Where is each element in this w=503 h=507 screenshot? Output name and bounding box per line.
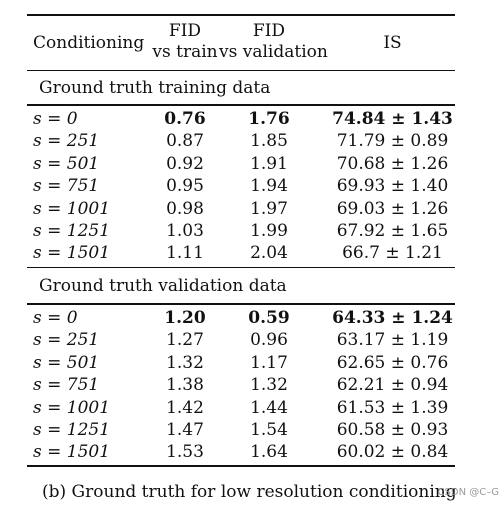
cell-is: 63.17 ± 1.19 — [336, 330, 449, 351]
cell-is: 70.68 ± 1.26 — [336, 153, 449, 174]
section-title-training: Ground truth training data — [39, 78, 271, 98]
section-divider-rule — [27, 267, 455, 268]
cell-is: 64.33 ± 1.24 — [332, 308, 453, 328]
bottom-rule — [27, 465, 455, 467]
cell-conditioning: s = 0 — [33, 308, 78, 328]
cell-fid-train: 0.98 — [166, 198, 204, 219]
cell-fid-train: 0.95 — [166, 176, 204, 197]
cell-fid-val: 0.96 — [250, 330, 288, 351]
cell-fid-val: 1.54 — [250, 420, 288, 440]
cell-fid-val: 1.64 — [250, 442, 288, 463]
cell-conditioning: s = 1251 — [33, 420, 111, 440]
cell-is: 60.58 ± 0.93 — [336, 420, 449, 440]
cell-fid-train: 1.11 — [166, 243, 204, 264]
cell-is: 71.79 ± 0.89 — [336, 131, 449, 152]
cell-fid-val: 2.04 — [250, 243, 288, 264]
cell-conditioning: s = 1001 — [33, 397, 111, 418]
header-fid-train-line2: vs train — [152, 42, 218, 62]
cell-conditioning: s = 751 — [33, 176, 100, 197]
cell-conditioning: s = 251 — [33, 330, 100, 351]
cell-fid-train: 0.76 — [164, 109, 206, 129]
cell-conditioning: s = 751 — [33, 375, 100, 396]
table-caption: (b) Ground truth for low resolution cond… — [42, 482, 457, 502]
cell-fid-val: 1.76 — [248, 109, 290, 129]
cell-fid-val: 1.91 — [250, 153, 288, 174]
cell-fid-val: 1.32 — [250, 375, 288, 396]
cell-is: 74.84 ± 1.43 — [332, 109, 453, 129]
section-title-validation: Ground truth validation data — [39, 276, 287, 296]
header-is: IS — [383, 33, 402, 53]
cell-conditioning: s = 501 — [33, 352, 100, 373]
cell-fid-val: 1.44 — [250, 397, 288, 418]
cell-fid-train: 1.38 — [166, 375, 204, 396]
cell-conditioning: s = 0 — [33, 109, 78, 129]
section2-rule — [27, 303, 455, 305]
cell-fid-train: 1.03 — [166, 221, 204, 241]
cell-fid-train: 0.87 — [166, 131, 204, 152]
header-fid-train-line1: FID — [168, 21, 202, 41]
cell-is: 69.03 ± 1.26 — [336, 198, 449, 219]
watermark: CSDN @C–G — [437, 487, 499, 498]
cell-is: 66.7 ± 1.21 — [342, 243, 443, 264]
cell-fid-val: 1.17 — [250, 352, 288, 373]
cell-fid-val: 0.59 — [248, 308, 290, 328]
cell-fid-train: 1.27 — [166, 330, 204, 351]
header-fid-val-line2: vs validation — [219, 42, 328, 62]
cell-is: 60.02 ± 0.84 — [336, 442, 449, 463]
cell-fid-train: 1.20 — [164, 308, 206, 328]
cell-fid-train: 0.92 — [166, 153, 204, 174]
cell-fid-val: 1.99 — [250, 221, 288, 241]
cell-conditioning: s = 1251 — [33, 221, 111, 241]
cell-conditioning: s = 1001 — [33, 198, 111, 219]
cell-fid-val: 1.94 — [250, 176, 288, 197]
header-fid-train: FID vs train — [150, 21, 220, 63]
cell-is: 69.93 ± 1.40 — [336, 176, 449, 197]
section1-rule — [27, 104, 455, 106]
header-fid-val: FID vs validation — [219, 21, 328, 63]
cell-is: 67.92 ± 1.65 — [336, 221, 449, 241]
header-fid-val-line1: FID — [252, 21, 286, 41]
cell-fid-train: 1.42 — [166, 397, 204, 418]
cell-is: 62.21 ± 0.94 — [336, 375, 449, 396]
cell-conditioning: s = 1501 — [33, 243, 111, 264]
cell-fid-val: 1.97 — [250, 198, 288, 219]
cell-conditioning: s = 1501 — [33, 442, 111, 463]
cell-fid-train: 1.32 — [166, 352, 204, 373]
cell-fid-train: 1.53 — [166, 442, 204, 463]
cell-fid-train: 1.47 — [166, 420, 204, 440]
top-rule — [27, 14, 455, 16]
cell-is: 62.65 ± 0.76 — [336, 352, 449, 373]
cell-fid-val: 1.85 — [250, 131, 288, 152]
cell-conditioning: s = 501 — [33, 153, 100, 174]
header-rule — [27, 70, 455, 71]
cell-conditioning: s = 251 — [33, 131, 100, 152]
header-conditioning: Conditioning — [33, 33, 145, 53]
cell-is: 61.53 ± 1.39 — [336, 397, 449, 418]
